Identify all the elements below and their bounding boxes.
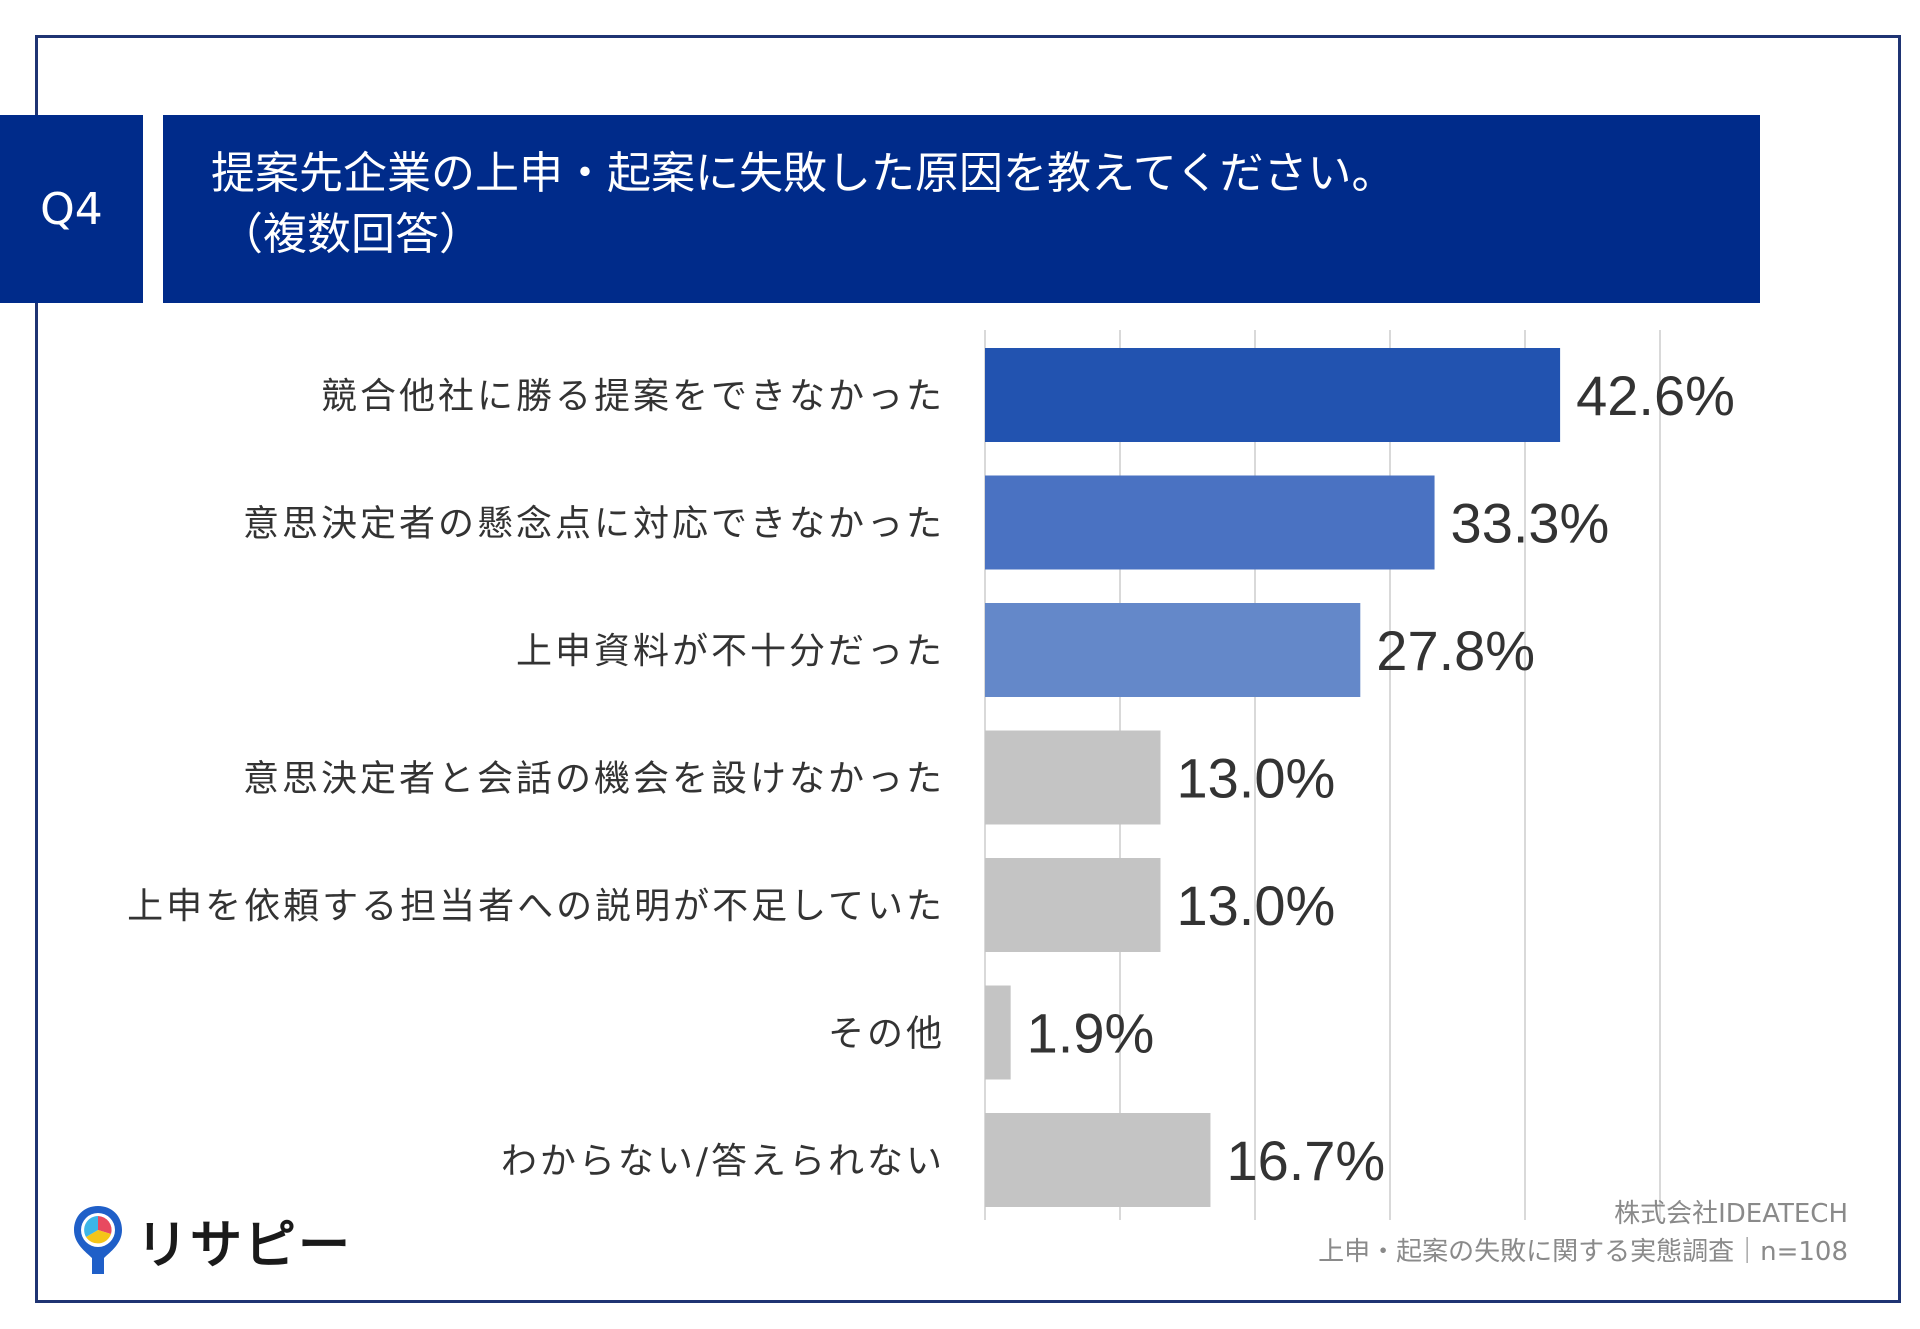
value-label: 42.6% bbox=[1576, 364, 1735, 427]
logo-text: リサピー bbox=[136, 1215, 353, 1276]
bar bbox=[985, 348, 1561, 442]
question-number: Q4 bbox=[40, 183, 103, 235]
bar bbox=[985, 985, 1011, 1080]
value-label: 33.3% bbox=[1451, 492, 1610, 555]
value-label: 27.8% bbox=[1376, 619, 1535, 682]
bar bbox=[985, 858, 1161, 952]
category-label: 上申資料が不十分だった bbox=[516, 631, 945, 672]
source-survey: 上申・起案の失敗に関する実態調査｜n=108 bbox=[1318, 1237, 1848, 1267]
brand-logo: リサピー bbox=[70, 1200, 352, 1280]
value-label: 1.9% bbox=[1027, 1002, 1155, 1065]
category-label: 意思決定者の懸念点に対応できなかった bbox=[243, 504, 945, 545]
question-number-badge: Q4 bbox=[0, 115, 143, 303]
category-label: わからない/答えられない bbox=[501, 1141, 945, 1182]
category-label: 競合他社に勝る提案をできなかった bbox=[321, 376, 945, 417]
value-label: 13.0% bbox=[1177, 747, 1336, 810]
bar bbox=[985, 603, 1361, 697]
bar bbox=[985, 730, 1161, 825]
value-label: 16.7% bbox=[1226, 1129, 1385, 1192]
bar bbox=[985, 475, 1435, 570]
value-label: 13.0% bbox=[1177, 874, 1336, 937]
source-company: 株式会社IDEATECH bbox=[1614, 1199, 1848, 1229]
question-title-box: 提案先企業の上申・起案に失敗した原因を教えてください。 （複数回答） bbox=[163, 115, 1760, 303]
bar bbox=[985, 1113, 1211, 1207]
category-label: 意思決定者と会話の機会を設けなかった bbox=[243, 759, 945, 800]
question-subtext: （複数回答） bbox=[219, 209, 483, 260]
category-label: その他 bbox=[828, 1014, 945, 1055]
category-label: 上申を依頼する担当者への説明が不足していた bbox=[127, 886, 945, 927]
source-note: 株式会社IDEATECH 上申・起案の失敗に関する実態調査｜n=108 bbox=[1318, 1195, 1848, 1271]
question-text: 提案先企業の上申・起案に失敗した原因を教えてください。 bbox=[211, 148, 1396, 199]
location-pin-pie-icon bbox=[74, 1206, 122, 1274]
chart-frame bbox=[35, 35, 1901, 1303]
